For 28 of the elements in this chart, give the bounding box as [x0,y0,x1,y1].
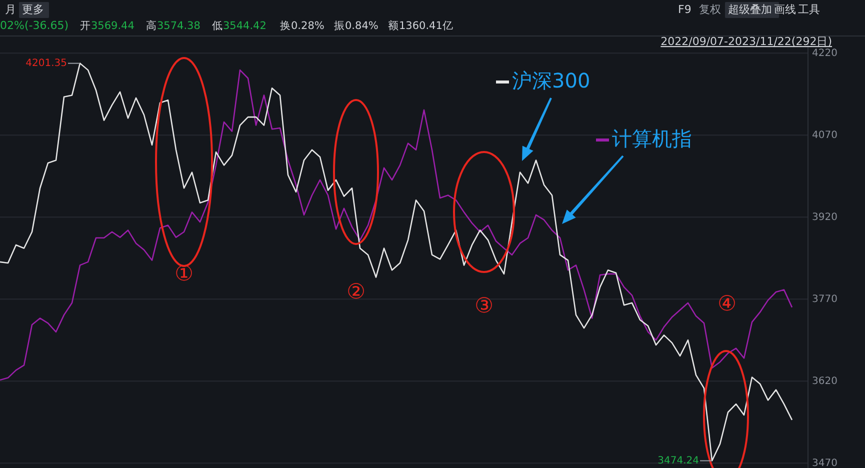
y-tick-label: 3770 [812,294,838,305]
y-tick-label: 4220 [812,48,838,59]
text: F9 [678,3,692,16]
text: 月 [5,3,16,16]
text: 高3574.38 [146,18,200,32]
legend-label: 计算机指 [612,126,692,150]
text: 额1360.41亿 [388,18,454,32]
y-tick-label: 4070 [812,130,838,141]
annotation: ② [346,280,366,304]
text: 工具 [798,3,820,16]
text: 振0.84% [334,20,378,32]
annotation: ③ [474,294,494,318]
text: 开3569.44 [80,20,135,32]
text: 画线 [774,3,796,16]
text: 复权 [699,3,721,16]
text: 02%(-36.65) [0,19,68,32]
y-tick-label: 3620 [812,376,838,387]
annotation: ④ [718,292,736,316]
y-tick-label: 3470 [812,458,838,468]
text: 更多 [22,3,44,16]
annotation: 4201.35 [26,58,67,70]
annotation: 2022/09/07-2023/11/22(292日) [660,35,832,48]
text: 低3544.42 [212,20,266,32]
text: 超级叠加 [728,3,772,16]
legend-label: 沪深300 [512,68,590,92]
annotation: 3474.24 [658,455,699,466]
text: 换0.28% [280,20,324,32]
y-tick-label: 3920 [812,212,838,223]
